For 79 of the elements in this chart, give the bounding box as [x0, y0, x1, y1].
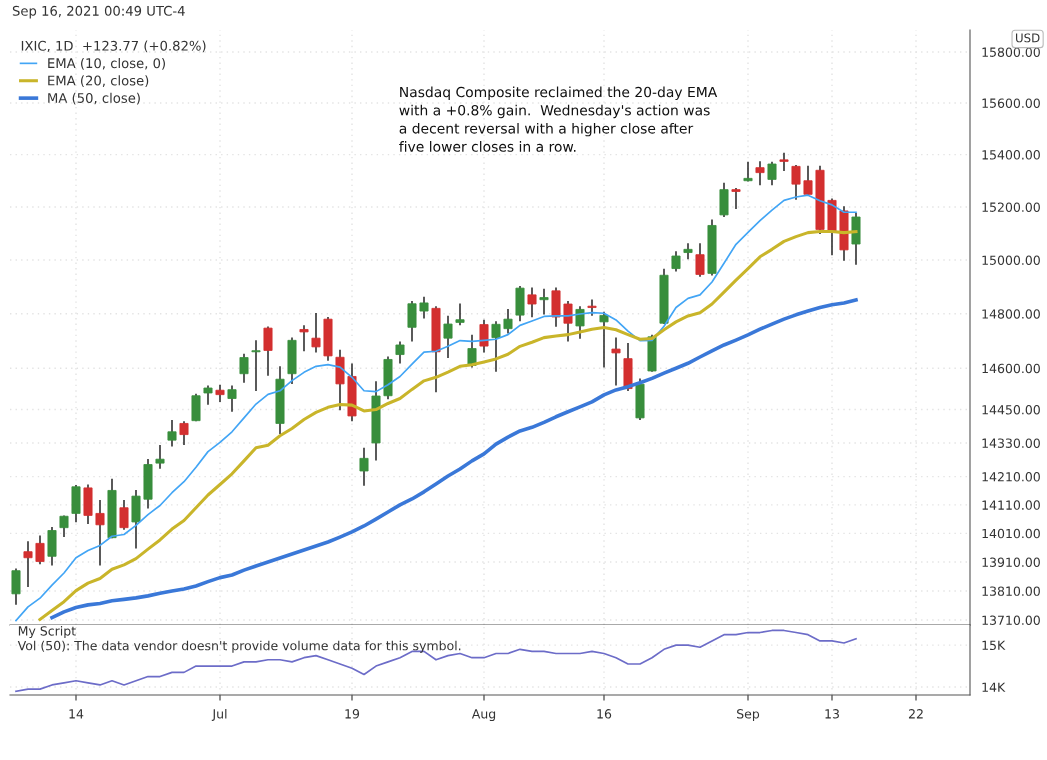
candlestick: [227, 385, 237, 412]
y-tick-label: 14600.00: [982, 363, 1040, 374]
candlestick: [239, 353, 249, 383]
x-tick-label: 13: [825, 709, 839, 719]
y-tick-label: 13910.00: [982, 557, 1040, 567]
candlestick: [467, 334, 477, 368]
annotation: Nasdaq Composite reclaimed the 20-day EMA with a +0.8% gain. Wednesday's action was a decent reversal with a higher close after five lower closes in a row.: [399, 86, 718, 152]
legend-label: EMA (20, close): [48, 75, 149, 88]
candlestick: [791, 164, 801, 200]
legend-title: IXIC, 1D +123.77 (+0.82%): [21, 40, 206, 53]
candlestick: [35, 535, 45, 565]
y-tick-label: 15400.00: [982, 150, 1040, 160]
x-tick-label: Jul: [211, 708, 227, 721]
y-tick-label: 13810.00: [982, 586, 1040, 596]
candlestick: [203, 385, 213, 405]
x-tick-label: 22: [908, 709, 923, 719]
chart-title: Sep 16, 2021 00:49 UTC-4: [12, 5, 185, 19]
legend-label: EMA (10, close, 0): [48, 57, 165, 70]
candlestick: [503, 309, 513, 334]
y-tick-label: 15200.00: [982, 202, 1040, 212]
candlestick: [395, 341, 405, 364]
x-tick-label: 19: [345, 709, 360, 719]
y-tick-label: 15K: [982, 640, 1006, 651]
candlestick: [491, 321, 501, 372]
y-tick-label: 15600.00: [982, 98, 1040, 108]
candlestick: [155, 445, 165, 469]
candlestick: [479, 319, 489, 353]
candlestick: [803, 165, 813, 196]
candlestick: [743, 161, 753, 182]
y-tick-label: 14110.00: [982, 500, 1040, 510]
x-tick-label: Sep: [737, 709, 760, 721]
x-tick-label: Aug: [471, 709, 496, 721]
candlestick: [179, 421, 189, 446]
x-tick-label: 16: [597, 709, 612, 719]
candlestick: [311, 313, 321, 353]
annotation: My Script: [18, 625, 76, 639]
candlestick: [119, 499, 129, 530]
y-tick-label: 14210.00: [982, 472, 1040, 482]
candlestick: [539, 288, 549, 315]
candlestick: [251, 340, 261, 391]
candlestick: [11, 568, 21, 605]
y-tick-label: 15000.00: [982, 255, 1040, 265]
line-series: [50, 298, 858, 620]
y-tick-label: 14010.00: [982, 528, 1040, 539]
y-tick-label: 14K: [982, 682, 1006, 692]
candlestick: [419, 296, 429, 319]
candlestick: [23, 541, 33, 587]
candlestick: [95, 499, 105, 566]
legend-label: MA (50, close): [48, 92, 140, 105]
y-tick-label: 15800.00: [982, 47, 1040, 57]
candlestick: [443, 315, 453, 358]
candlestick: [407, 300, 417, 342]
candlestick: [299, 325, 309, 352]
candlestick: [731, 187, 741, 209]
y-tick-label: 13710.00: [982, 615, 1040, 625]
candlestick: [695, 243, 705, 277]
annotation: Vol (50): The data vendor doesn't provide volume data for this symbol.: [17, 640, 461, 653]
text: USD: [1016, 33, 1040, 43]
candlestick: [263, 326, 273, 376]
candlestick: [671, 251, 681, 272]
candlestick: [587, 299, 597, 316]
y-tick-label: 14450.00: [982, 405, 1040, 415]
candlestick: [611, 337, 621, 386]
candlestick: [563, 300, 573, 342]
candlestick: [167, 419, 177, 447]
candlestick: [575, 306, 585, 339]
y-tick-label: 14800.00: [982, 309, 1040, 319]
candlestick: [59, 515, 69, 537]
candlestick: [599, 311, 609, 368]
candlestick: [683, 243, 693, 260]
candlestick: [779, 152, 789, 171]
candlestick: [359, 447, 369, 486]
candlestick: [527, 287, 537, 318]
x-tick-label: 14: [69, 709, 84, 719]
y-tick-label: 14330.00: [982, 438, 1040, 448]
candlestick: [215, 384, 225, 402]
candlestick: [767, 161, 777, 186]
candlestick: [455, 303, 465, 326]
candlestick: [755, 161, 765, 186]
